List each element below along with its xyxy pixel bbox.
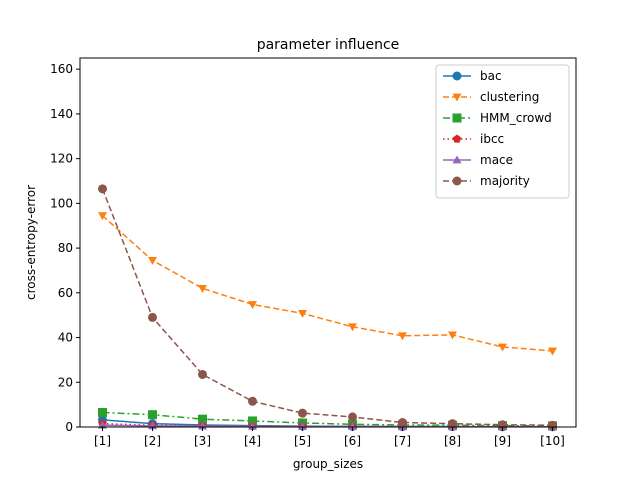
x-tick-label: [6] — [344, 434, 361, 448]
y-tick-label: 100 — [50, 196, 73, 210]
data-point-clustering — [548, 347, 557, 356]
data-point-clustering — [248, 301, 257, 309]
series-clustering — [98, 212, 557, 356]
x-tick-label: [8] — [444, 434, 461, 448]
x-tick-label: [3] — [194, 434, 211, 448]
legend-marker-ibcc — [452, 134, 462, 143]
y-tick-label: 60 — [58, 286, 73, 300]
data-point-clustering — [98, 212, 107, 221]
legend-label-ibcc: ibcc — [480, 132, 504, 146]
y-tick-label: 120 — [50, 152, 73, 166]
series-line-majority — [101, 188, 553, 426]
data-point-majority — [448, 419, 457, 429]
legend-label-hmm-crowd: HMM_crowd — [480, 111, 552, 125]
data-point-majority — [248, 396, 257, 406]
series-majority — [98, 184, 557, 430]
x-tick-label: [2] — [144, 434, 161, 448]
y-tick-label: 40 — [58, 331, 73, 345]
y-tick-label: 0 — [65, 420, 73, 434]
plot-frame — [79, 57, 577, 428]
y-tick-label: 160 — [50, 62, 73, 76]
legend-marker-bac — [452, 71, 462, 81]
data-point-clustering — [348, 323, 357, 332]
data-point-clustering — [198, 284, 207, 293]
chart-title: parameter influence — [257, 37, 400, 53]
legend-label-majority: majority — [480, 174, 530, 188]
data-point-hmm-crowd — [248, 416, 257, 426]
data-point-majority — [148, 312, 157, 322]
legend-marker-hmm-crowd — [452, 113, 462, 123]
data-point-clustering — [398, 332, 407, 341]
data-point-majority — [98, 184, 107, 194]
data-point-clustering — [298, 310, 307, 318]
x-axis: [1] [2] [3] [4] [5] [6] [7] [8] [9] [10] — [94, 427, 565, 448]
x-tick-label: [4] — [244, 434, 261, 448]
legend-label-mace: mace — [480, 153, 513, 167]
data-point-hmm-crowd — [198, 414, 207, 424]
series-layer — [98, 184, 557, 432]
x-tick-label: [10] — [540, 434, 565, 448]
data-point-hmm-crowd — [98, 407, 107, 417]
y-tick-label: 80 — [58, 241, 73, 255]
data-point-mace — [198, 421, 207, 430]
x-tick-label: [1] — [94, 434, 111, 448]
legend-marker-mace — [452, 155, 462, 164]
y-axis-label: cross-entropy-error — [24, 185, 38, 300]
data-point-mace — [348, 422, 357, 430]
data-point-clustering — [448, 331, 457, 340]
y-tick-label: 20 — [58, 375, 73, 389]
data-point-hmm-crowd — [148, 410, 157, 420]
data-point-majority — [298, 408, 307, 418]
x-axis-label: group_sizes — [293, 457, 363, 471]
data-point-majority — [348, 412, 357, 422]
legend-label-bac: bac — [480, 69, 502, 83]
legend-marker-majority — [452, 176, 462, 186]
data-point-mace — [248, 421, 257, 430]
legend-marker-clustering — [452, 93, 462, 102]
data-point-mace — [298, 422, 307, 430]
data-point-clustering — [148, 257, 157, 265]
y-tick-label: 140 — [50, 107, 73, 121]
data-point-clustering — [498, 343, 507, 352]
y-axis: 0 20 40 60 80 100 120 140 160 — [50, 62, 80, 434]
x-tick-label: [7] — [394, 434, 411, 448]
series-line-clustering — [101, 215, 553, 352]
series-line-hmm-crowd — [102, 411, 553, 427]
x-tick-label: [5] — [294, 434, 311, 448]
data-point-majority — [398, 418, 407, 428]
data-point-majority — [198, 369, 207, 379]
legend-label-clustering: clustering — [480, 90, 539, 104]
legend-frame — [435, 64, 570, 199]
x-tick-label: [9] — [494, 434, 511, 448]
